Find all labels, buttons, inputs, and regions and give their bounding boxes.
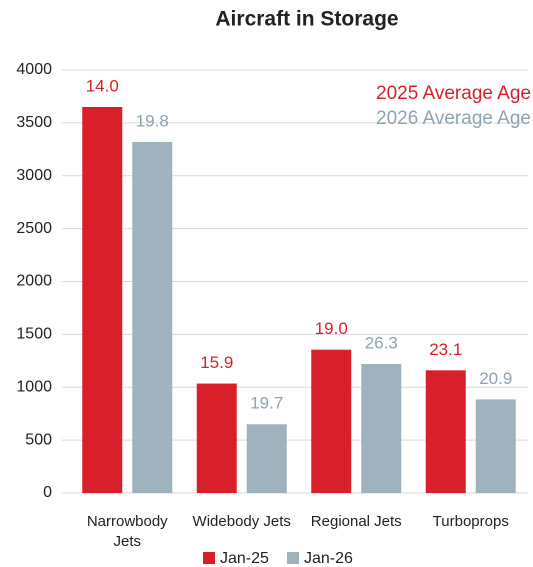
y-tick-label: 500 — [25, 431, 52, 448]
bar — [425, 370, 466, 493]
y-tick-label: 1000 — [16, 378, 52, 395]
age-label: 19.8 — [136, 111, 169, 130]
annotation: 2026 Average Age — [376, 108, 531, 129]
annotation: 2025 Average Age — [376, 83, 531, 104]
age-label: 19.7 — [250, 394, 283, 413]
bar — [82, 107, 123, 493]
y-tick-label: 2500 — [16, 220, 52, 237]
legend-label: Jan-25 — [220, 550, 269, 567]
x-tick-label: Narrowbody Jets — [86, 513, 168, 550]
bar — [361, 363, 402, 493]
y-tick-label: 2000 — [16, 273, 52, 290]
x-tick-label: Regional Jets — [310, 513, 402, 530]
y-tick-label: 3500 — [16, 114, 52, 131]
chart-title: Aircraft in Storage — [215, 8, 398, 31]
x-tick-label: Turboprops — [432, 513, 509, 530]
x-tick-label: Widebody Jets — [192, 513, 291, 530]
age-label: 14.0 — [86, 76, 119, 95]
age-label: 15.9 — [200, 353, 233, 372]
legend-swatch — [203, 552, 215, 564]
y-tick-label: 3000 — [16, 167, 52, 184]
age-label: 19.0 — [315, 319, 348, 338]
age-label: 23.1 — [429, 340, 462, 359]
y-tick-label: 4000 — [16, 61, 52, 78]
bar — [246, 424, 287, 493]
legend-label: Jan-26 — [304, 550, 353, 567]
bar — [132, 141, 173, 493]
bar — [311, 349, 352, 493]
age-label: 26.3 — [365, 333, 398, 352]
bar — [196, 383, 237, 493]
y-tick-label: 1500 — [16, 326, 52, 343]
legend-swatch — [287, 552, 299, 564]
bar — [475, 399, 516, 493]
age-label: 20.9 — [479, 369, 512, 388]
y-tick-label: 0 — [43, 484, 52, 501]
